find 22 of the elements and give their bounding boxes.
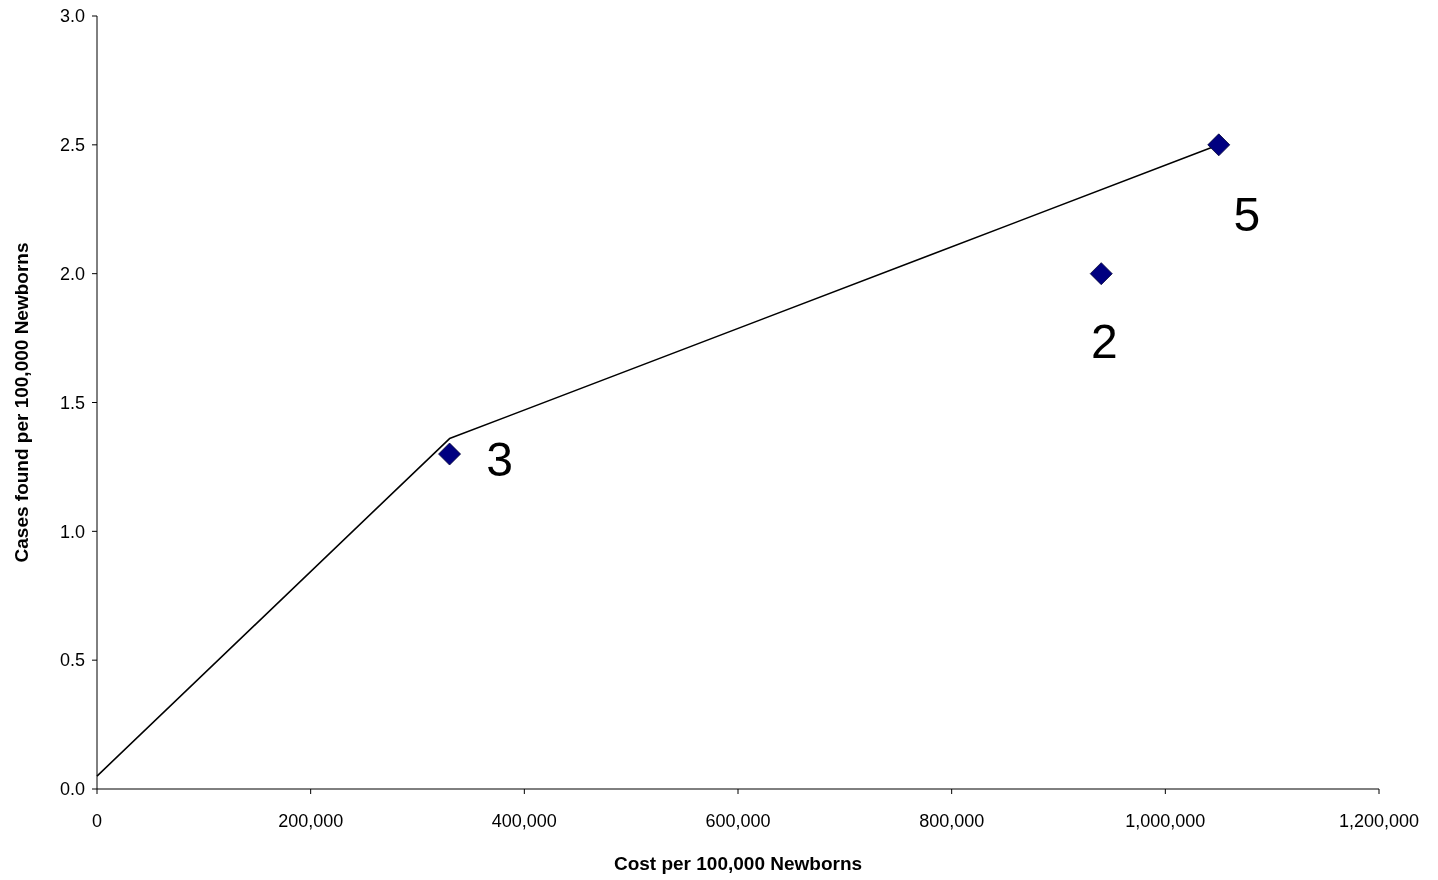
annotation: 5: [1233, 187, 1261, 241]
y-tick-label: 0.5: [59, 650, 85, 671]
point: [438, 442, 461, 466]
point: [1207, 133, 1231, 157]
x-tick-label: 800,000: [919, 811, 985, 831]
annotation: 3: [486, 433, 513, 487]
y-tick-label: 0.0: [59, 779, 85, 800]
x-tick-label: 600,000: [705, 811, 771, 831]
x-axis-title: Cost per 100,000 Newborns: [613, 853, 863, 874]
x-tick-label: 400,000: [491, 811, 557, 831]
y-tick-label: 3.0: [59, 6, 85, 27]
y-axis-title: Cases found per 100,000 Newborns: [11, 242, 32, 563]
y-tick-label: 1.0: [59, 521, 85, 542]
y-tick-label: 2.0: [59, 263, 85, 284]
y-tick-label: 2.5: [59, 135, 85, 156]
annotation: 2: [1090, 314, 1118, 368]
point: [1089, 262, 1113, 286]
x-tick-label: 0: [91, 811, 103, 831]
x-tick-label: 200,000: [278, 811, 344, 831]
x-tick-label: 1,000,000: [1125, 811, 1206, 831]
x-tick-label: 1,200,000: [1338, 811, 1420, 831]
y-tick-label: 1.5: [59, 392, 85, 413]
